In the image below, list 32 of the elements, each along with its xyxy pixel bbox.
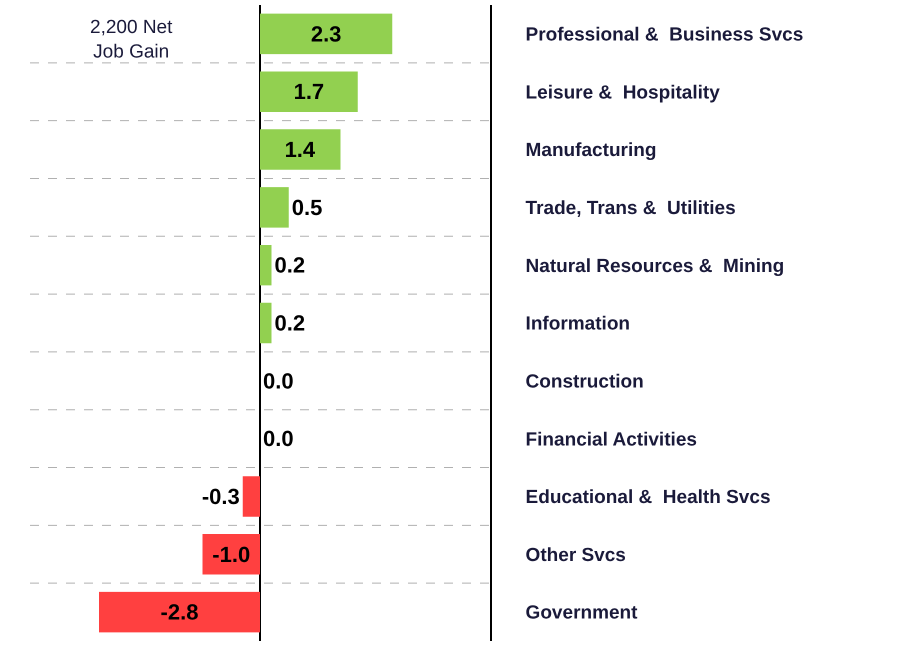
bar: [242, 476, 260, 517]
bar: [99, 592, 260, 632]
bar: [260, 187, 289, 228]
data-label: 1.7: [294, 79, 324, 104]
y-tick-label: Information: [526, 314, 630, 335]
data-label: -2.8: [160, 600, 198, 625]
bar: [260, 302, 272, 344]
data-label: 2.3: [310, 21, 342, 46]
y-tick-label: Leisure & Hospitality: [526, 82, 720, 104]
data-label: 0.2: [274, 252, 306, 278]
data-label: 1.4: [284, 137, 316, 162]
data-label: 0.0: [263, 426, 294, 452]
y-tick-label: Other Svcs: [526, 544, 626, 566]
data-label: 0.5: [292, 194, 322, 220]
y-tick-label: Natural Resources & Mining: [526, 256, 784, 277]
y-tick-label: Financial Activities: [526, 429, 697, 450]
bar: [260, 129, 340, 170]
y-tick-label: Educational & Health Svcs: [526, 487, 771, 508]
data-label: 0.0: [263, 368, 294, 394]
y-tick-label: Trade, Trans & Utilities: [526, 198, 736, 220]
y-tick-label: Construction: [526, 371, 644, 392]
y-tick-label: Professional & Business Svcs: [526, 24, 804, 46]
bar: [260, 71, 358, 112]
annotation: 2,200 Net Job Gain: [90, 17, 174, 63]
bar: [260, 244, 272, 286]
bar: [202, 534, 260, 575]
bar: [260, 14, 392, 54]
data-label: 0.2: [274, 310, 306, 336]
data-label: -0.3: [202, 484, 240, 509]
y-tick-label: Manufacturing: [526, 140, 656, 162]
y-tick-label: Government: [526, 602, 638, 624]
data-label: -1.0: [212, 542, 250, 567]
